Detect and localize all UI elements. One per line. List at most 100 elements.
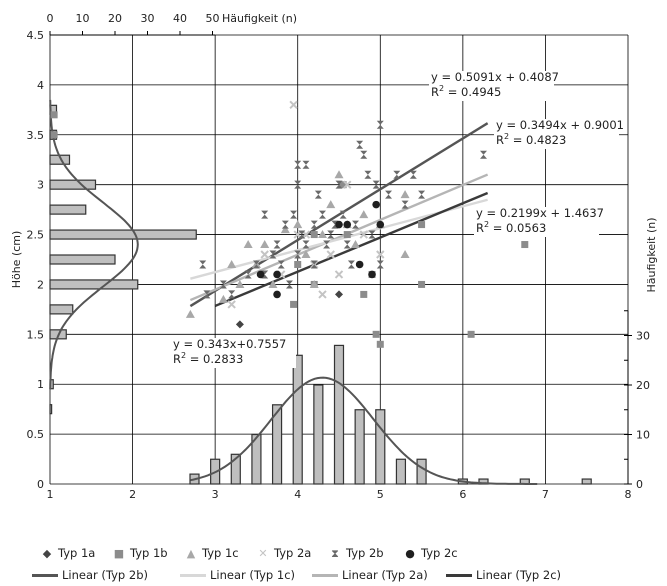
y-axis-label: Höhe (cm) (10, 231, 23, 289)
legend-item-linear-2c: Linear (Typ 2c) (446, 568, 561, 582)
data-point (335, 290, 343, 298)
histogram-bar-diameter (314, 385, 323, 484)
data-point (236, 320, 244, 328)
r2-value: = 0.2833 (186, 352, 243, 366)
y-tick-label: 2.5 (27, 229, 45, 242)
top-axis-tick-label: 20 (108, 12, 122, 25)
normal-curve-height (50, 100, 138, 389)
data-point (227, 260, 236, 268)
data-point (290, 211, 297, 219)
histogram-bar-height (50, 280, 138, 289)
line-swatch (180, 574, 206, 577)
data-point (372, 201, 380, 209)
line-swatch (32, 574, 58, 577)
histogram-bar-height (50, 205, 86, 214)
data-point (294, 161, 301, 169)
y-tick-label: 2 (37, 278, 44, 291)
data-point (352, 221, 359, 229)
data-point (351, 240, 360, 248)
legend-label: Typ 2a (274, 546, 311, 560)
data-point (290, 301, 297, 308)
data-point (244, 240, 253, 248)
chart-svg: 1234567800.511.522.533.544.5Durchmesser … (0, 0, 667, 500)
x-tick-label: 1 (47, 488, 54, 500)
histogram-bar-diameter (396, 459, 405, 484)
x-tick-label: 6 (459, 488, 466, 500)
data-point (468, 331, 475, 338)
histogram-bar-height (50, 305, 73, 314)
top-axis-tick-label: 10 (76, 12, 90, 25)
square-icon: ■ (112, 547, 126, 560)
legend-label: Typ 1b (130, 546, 168, 560)
data-point (282, 221, 289, 229)
data-point (344, 231, 351, 238)
legend-item-linear-2b: Linear (Typ 2b) (32, 568, 148, 582)
data-point (186, 310, 195, 318)
data-point (401, 250, 410, 258)
data-point (261, 251, 268, 258)
trendline-equation: y = 0.2199x + 1.4637 (476, 206, 604, 220)
data-point (348, 260, 355, 268)
data-point (302, 161, 309, 169)
y-tick-label: 4 (37, 79, 44, 92)
data-point (385, 191, 392, 199)
r2-value: = 0.4823 (509, 133, 566, 147)
data-point (418, 191, 425, 199)
legend-label: Linear (Typ 2c) (476, 568, 561, 582)
top-axis-tick-label: 30 (141, 12, 155, 25)
data-point (336, 271, 343, 278)
trendline-equation: y = 0.343x+0.7557 (173, 337, 286, 351)
data-point (356, 141, 363, 149)
legend-item-typ-2b: ⧗ Typ 2b (328, 546, 384, 561)
r2-value: = 0.0563 (489, 221, 546, 235)
x-tick-label: 2 (129, 488, 136, 500)
data-point (359, 210, 368, 218)
histogram-bar-diameter (582, 479, 591, 484)
histogram-bar-height (50, 255, 115, 264)
y-tick-label: 4.5 (27, 29, 45, 42)
legend-item-typ-2c: ● Typ 2c (403, 546, 458, 560)
data-point (294, 261, 301, 268)
trendline (215, 193, 487, 306)
legend-label: Linear (Typ 2a) (342, 568, 428, 582)
y-tick-label: 1 (37, 378, 44, 391)
data-point (228, 301, 235, 308)
y-tick-label: 0 (37, 478, 44, 491)
data-point (335, 170, 344, 178)
data-point (368, 271, 376, 279)
data-point (273, 271, 281, 279)
data-point (343, 221, 351, 229)
data-point (521, 241, 528, 248)
data-point (344, 241, 351, 249)
data-point (377, 341, 384, 348)
right-axis-tick-label: 30 (636, 330, 650, 343)
right-axis-label: Häufigkeit (n) (645, 217, 658, 292)
histogram-bar-diameter (293, 355, 302, 484)
legend-item-typ-1a: ◆ Typ 1a (40, 546, 95, 560)
data-point (418, 221, 425, 228)
histogram-bar-height (50, 230, 196, 239)
x-tick-label: 3 (212, 488, 219, 500)
data-point (315, 191, 322, 199)
data-point (257, 271, 265, 279)
histogram-bar-height (50, 405, 52, 414)
hourglass-icon: ⧗ (328, 547, 342, 561)
x-icon: ✕ (256, 547, 270, 560)
line-swatch (312, 574, 338, 577)
right-axis-tick-label: 10 (636, 429, 650, 442)
y-tick-label: 1.5 (27, 328, 45, 341)
right-axis-tick-label: 20 (636, 379, 650, 392)
trendline-equation: y = 0.3494x + 0.9001 (496, 118, 624, 132)
data-point (335, 221, 343, 229)
y-tick-label: 3 (37, 179, 44, 192)
diamond-icon: ◆ (40, 547, 54, 560)
data-point (290, 101, 297, 108)
legend-item-typ-1b: ■ Typ 1b (112, 546, 168, 560)
right-axis-tick-label: 0 (636, 478, 643, 491)
legend-item-typ-2a: ✕ Typ 2a (256, 546, 311, 560)
data-point (360, 291, 367, 298)
histogram-bar-height (50, 180, 96, 189)
x-tick-label: 5 (377, 488, 384, 500)
data-point (311, 231, 318, 238)
top-axis-tick-label: 0 (47, 12, 54, 25)
